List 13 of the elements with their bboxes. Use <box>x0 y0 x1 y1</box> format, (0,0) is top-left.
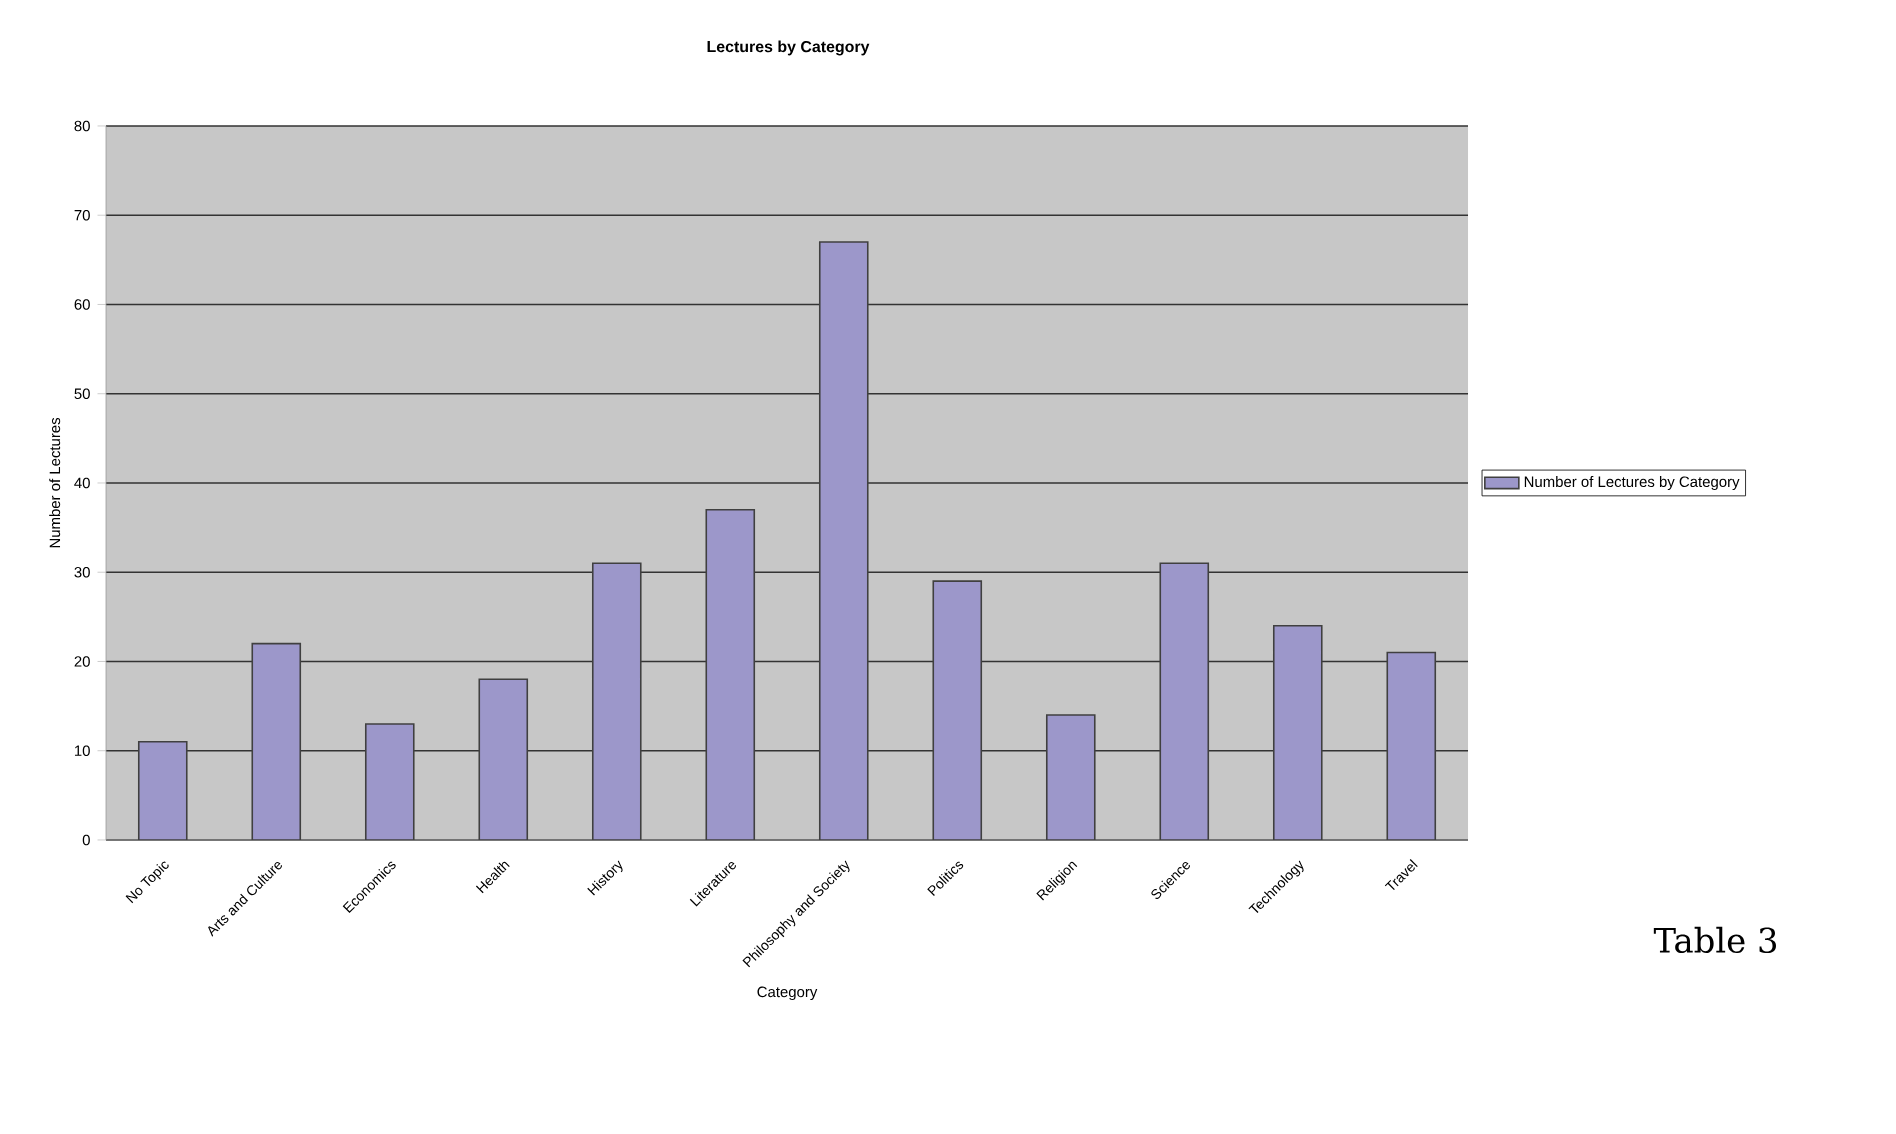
bar <box>364 723 415 840</box>
bar <box>251 642 302 840</box>
bar <box>478 678 529 840</box>
bar <box>137 741 188 840</box>
bar <box>1272 624 1323 840</box>
bar <box>1386 651 1437 840</box>
caption: Table 3 <box>1653 926 1776 954</box>
bar <box>1045 714 1096 840</box>
bar <box>591 562 642 840</box>
bar <box>932 580 983 840</box>
bar <box>705 508 756 840</box>
bar <box>818 241 869 840</box>
bar <box>1159 562 1210 840</box>
